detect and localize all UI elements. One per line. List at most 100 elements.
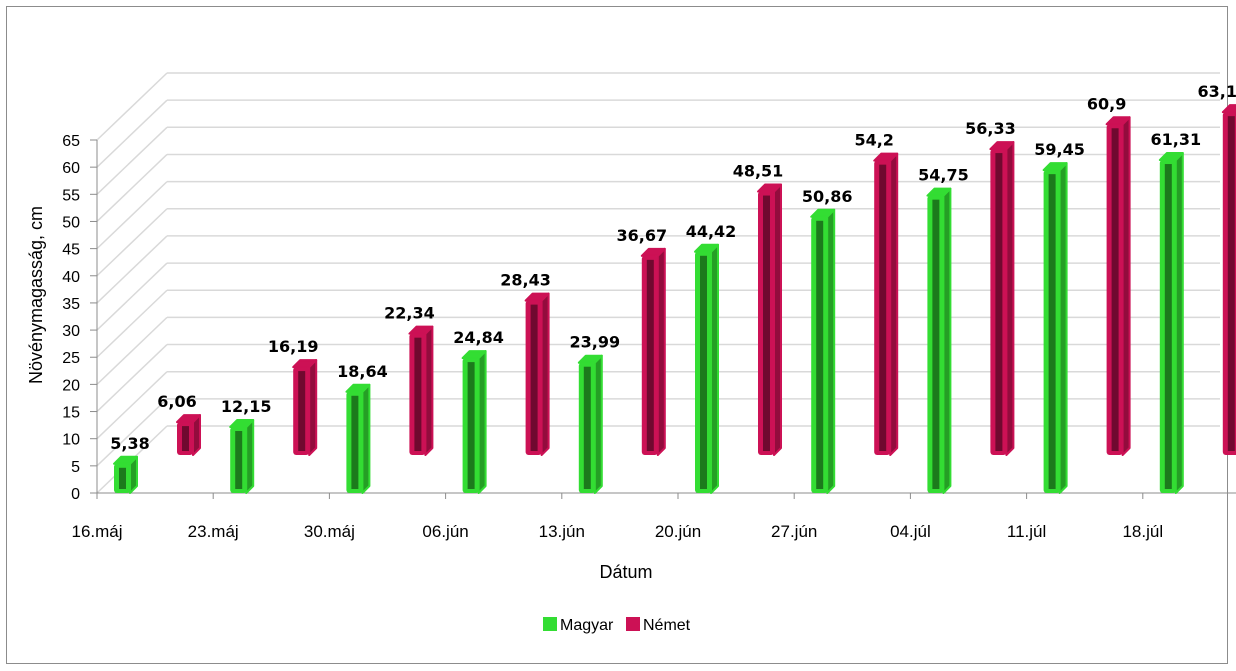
data-label-nemet: 28,43 — [500, 271, 551, 290]
side-gridline — [96, 153, 168, 223]
side-gridline — [96, 126, 168, 195]
bar-magyar — [229, 419, 255, 494]
y-axis: 0 5 10 15 20 25 30 35 40 45 50 55 60 65 — [62, 133, 98, 503]
bar-inner-stripe — [700, 255, 707, 489]
bar-side-face — [308, 359, 318, 456]
bar-nemet — [757, 183, 782, 456]
bar-nemet — [524, 292, 550, 456]
side-gridline — [96, 289, 168, 358]
data-label-nemet: 60,9 — [1087, 94, 1126, 113]
data-label-nemet: 56,33 — [965, 119, 1016, 138]
data-label-magyar: 12,15 — [221, 397, 272, 416]
side-gridline — [96, 371, 168, 440]
bar-inner-stripe — [182, 426, 189, 451]
bar-inner-stripe — [932, 199, 940, 489]
data-label-nemet: 36,67 — [616, 226, 667, 245]
x-tick-label: 18.júl — [1122, 522, 1163, 541]
bar-nemet — [640, 247, 666, 456]
bar-side-face — [1121, 116, 1131, 456]
bar-nemet — [408, 325, 434, 456]
bar-nemet — [1105, 116, 1131, 456]
bar-inner-stripe — [467, 362, 475, 489]
bar-inner-stripe — [816, 220, 824, 489]
bar-magyar — [926, 187, 952, 494]
bar-side-face — [773, 183, 782, 456]
chart-frame — [6, 6, 1228, 664]
side-gridline — [96, 343, 168, 413]
bar-inner-stripe — [119, 467, 126, 489]
bar-inner-stripe — [879, 164, 887, 451]
data-label-magyar: 50,86 — [802, 187, 853, 206]
bar-magyar — [461, 350, 487, 494]
bar-side-face — [1005, 141, 1015, 456]
y-tick-label: 20 — [62, 377, 80, 394]
y-tick-label: 55 — [62, 187, 80, 204]
data-label-magyar: 44,42 — [686, 222, 737, 241]
bar-side-face — [540, 292, 550, 456]
y-tick-label: 35 — [62, 296, 80, 313]
data-label-nemet: 16,19 — [268, 337, 319, 356]
side-gridline — [96, 208, 168, 277]
bar-side-face — [361, 383, 371, 494]
x-tick-label: 30.máj — [304, 522, 355, 541]
legend-label-magyar: Magyar — [560, 617, 614, 634]
x-axis: 16.máj 23.máj 30.máj 06.jún 13.jún 20.jún 27.j… — [71, 492, 1236, 541]
bar-inner-stripe — [646, 259, 654, 451]
bar-nemet — [292, 359, 318, 456]
bar-top-face — [1221, 104, 1236, 114]
data-label-magyar: 18,64 — [337, 362, 388, 381]
legend-swatch-magyar — [543, 617, 557, 631]
bars — [113, 104, 1236, 494]
side-gridline — [96, 316, 168, 385]
side-gridline — [96, 398, 168, 467]
x-tick-label: 06.jún — [422, 522, 468, 541]
bar-inner-stripe — [763, 195, 770, 451]
bar-inner-stripe — [235, 431, 243, 489]
data-label-nemet: 63,13 — [1197, 82, 1236, 101]
y-tick-label: 0 — [71, 486, 80, 503]
y-tick-label: 60 — [62, 160, 80, 177]
data-label-magyar: 24,84 — [453, 328, 504, 347]
y-tick-label: 50 — [62, 214, 80, 231]
y-tick-label: 15 — [62, 405, 80, 422]
bar-nemet — [989, 141, 1015, 456]
bar-inner-stripe — [1164, 164, 1172, 489]
y-tick-label: 65 — [62, 133, 80, 150]
y-tick-label: 10 — [62, 432, 80, 449]
bar-inner-stripe — [530, 304, 538, 451]
bar-side-face — [942, 187, 952, 494]
bar-magyar — [577, 354, 603, 494]
data-label-nemet: 54,2 — [854, 131, 893, 150]
legend-swatch-nemet — [626, 617, 640, 631]
x-tick-label: 04.júl — [890, 522, 931, 541]
data-label-nemet: 48,51 — [733, 162, 784, 181]
bar-side-face — [889, 152, 899, 456]
bar-inner-stripe — [995, 153, 1003, 451]
bar-magyar — [345, 383, 371, 494]
y-tick-label: 40 — [62, 269, 80, 286]
side-gridline — [96, 72, 168, 141]
y-axis-title: Növénymagasság, cm — [26, 206, 46, 384]
x-tick-label: 16.máj — [71, 522, 122, 541]
bar-side-face — [826, 208, 836, 494]
bar-magyar — [694, 243, 719, 494]
y-tick-label: 5 — [71, 459, 80, 476]
bar-nemet — [873, 152, 899, 456]
bar-inner-stripe — [583, 366, 591, 489]
data-label-magyar: 54,75 — [918, 166, 969, 185]
bar-magyar — [1158, 152, 1184, 494]
data-label-nemet: 22,34 — [384, 304, 435, 323]
data-label-magyar: 5,38 — [110, 434, 149, 453]
bar-side-face — [656, 247, 666, 456]
bar-magyar — [810, 208, 836, 494]
side-gridline — [96, 235, 168, 304]
bar-inner-stripe — [1227, 116, 1235, 451]
bar-inner-stripe — [414, 337, 422, 451]
x-axis-title: Dátum — [599, 562, 652, 582]
bar-side-face — [1058, 162, 1068, 494]
x-tick-label: 20.jún — [655, 522, 701, 541]
side-gridline — [96, 99, 168, 168]
y-tick-label: 45 — [62, 242, 80, 259]
data-labels: 5,38 6,06 12,15 16,19 18,64 22,34 24,84 28,43 23… — [110, 82, 1236, 453]
data-label-magyar: 61,31 — [1150, 130, 1201, 149]
